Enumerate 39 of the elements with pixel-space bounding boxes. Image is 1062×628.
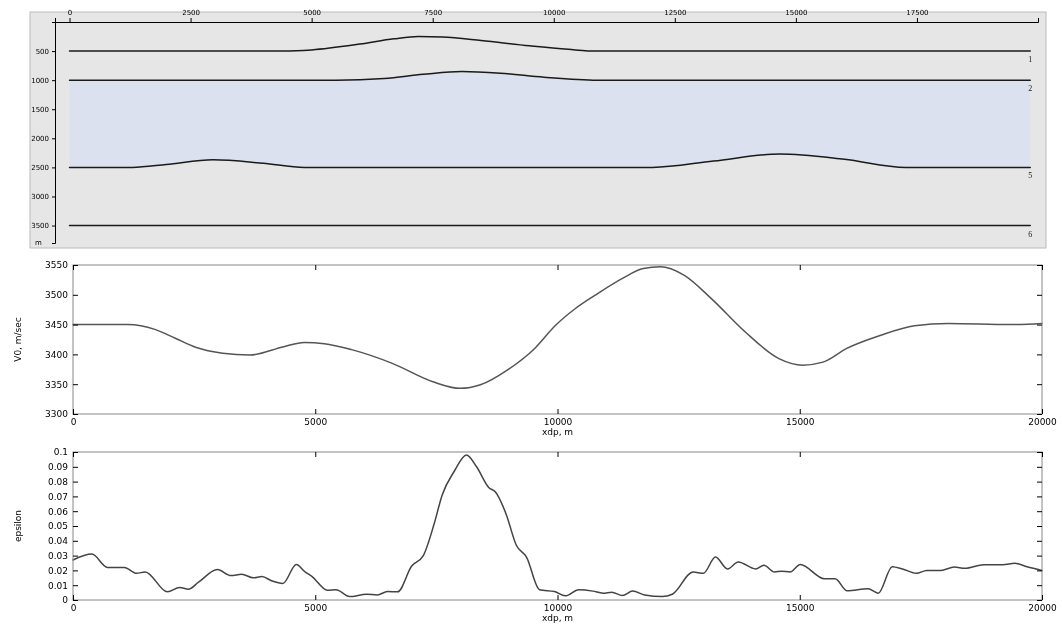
series-label: 6 xyxy=(1028,229,1033,239)
x-tick-label: 5000 xyxy=(304,417,328,428)
y-tick-label: 3450 xyxy=(45,319,69,330)
x-tick-label: 20000 xyxy=(1028,417,1058,428)
x-tick-label: 0 xyxy=(70,417,77,428)
y-tick-label: 0.09 xyxy=(47,462,69,473)
x-tick-label: 5000 xyxy=(304,603,328,614)
x-tick-label: 10000 xyxy=(543,603,573,614)
y-tick-label: 3300 xyxy=(45,409,69,420)
y-tick-label: 0.01 xyxy=(47,580,68,591)
y-tick-label: 3550 xyxy=(45,260,69,271)
y-tick-label: 3500 xyxy=(45,290,69,301)
y-axis-title: epsilon xyxy=(13,509,23,543)
x-tick-label: 0 xyxy=(70,603,77,614)
line-series xyxy=(68,153,1031,169)
y-tick-label: 0.04 xyxy=(47,536,69,547)
y-tick-label: 0.1 xyxy=(53,447,68,458)
x-axis-title: xdp, m xyxy=(541,427,574,437)
series-label: 1 xyxy=(1028,55,1033,65)
x-tick-label: 20000 xyxy=(1028,603,1058,614)
y-axis-title: V0, m/sec xyxy=(13,317,23,362)
line-series xyxy=(68,35,1031,52)
y-tick-label: 3350 xyxy=(45,379,69,390)
series-label: 5 xyxy=(1028,171,1033,181)
y-tick-label: 3400 xyxy=(45,349,69,360)
x-axis-title: xdp, m xyxy=(541,613,574,623)
x-tick-label: 15000 xyxy=(785,603,815,614)
y-tick-label: 0.06 xyxy=(47,506,69,517)
line-series xyxy=(72,454,1043,598)
y-tick-label: 0.07 xyxy=(47,491,68,502)
x-tick-label: 15000 xyxy=(785,417,815,428)
y-tick-label: 0.02 xyxy=(47,565,68,576)
series-label: 2 xyxy=(1028,84,1033,94)
y-tick-label: 0.05 xyxy=(47,521,68,532)
y-tick-label: 0.03 xyxy=(47,550,68,561)
x-tick-label: 10000 xyxy=(543,417,573,428)
y-tick-label: 0 xyxy=(62,595,69,606)
line-series xyxy=(68,70,1031,81)
y-tick-label: 0.08 xyxy=(47,476,69,487)
